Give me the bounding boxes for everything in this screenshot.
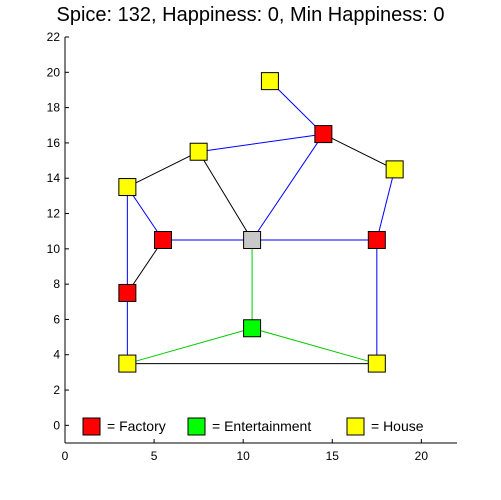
factory-node[interactable] xyxy=(367,231,386,249)
legend-label: = Factory xyxy=(107,418,166,434)
y-tick-label: 0 xyxy=(53,418,60,432)
house-node[interactable] xyxy=(118,354,137,373)
y-tick-label: 18 xyxy=(47,101,61,115)
legend: = Factory = Entertainment = House xyxy=(82,417,424,436)
game-status-title: Spice: 132, Happiness: 0, Min Happiness:… xyxy=(56,4,445,26)
factory-node[interactable] xyxy=(154,231,172,249)
entertainment-node[interactable] xyxy=(243,319,262,338)
road-edge xyxy=(198,151,253,241)
legend-swatch xyxy=(82,417,101,436)
house-node[interactable] xyxy=(189,142,208,161)
y-tick-label: 6 xyxy=(53,312,60,326)
house-node[interactable] xyxy=(118,178,137,197)
house-node[interactable] xyxy=(385,160,404,179)
x-tick-label: 10 xyxy=(237,449,251,463)
hub-node[interactable] xyxy=(243,231,262,249)
y-tick-label: 4 xyxy=(53,348,60,362)
road-edge xyxy=(376,169,396,241)
house-node[interactable] xyxy=(260,72,279,91)
road-edge xyxy=(198,133,324,153)
y-tick-label: 16 xyxy=(47,136,61,150)
legend-label: = Entertainment xyxy=(212,418,311,434)
y-tick-label: 8 xyxy=(53,277,60,291)
road-edge xyxy=(127,327,253,365)
road-edge xyxy=(127,151,199,188)
y-tick-label: 12 xyxy=(47,207,61,221)
nodes-layer xyxy=(118,72,404,373)
y-tick-label: 20 xyxy=(47,65,61,79)
y-tick-label: 10 xyxy=(47,242,61,256)
x-tick-label: 20 xyxy=(415,449,429,463)
factory-node[interactable] xyxy=(314,125,333,144)
legend-label: = House xyxy=(371,418,424,434)
road-edge xyxy=(251,133,324,241)
road-edge xyxy=(323,133,395,170)
y-tick-label: 22 xyxy=(47,30,61,44)
factory-node[interactable] xyxy=(118,283,137,302)
y-tick-label: 2 xyxy=(53,383,60,397)
house-node[interactable] xyxy=(367,354,386,373)
road-edge xyxy=(251,327,377,365)
x-tick-label: 5 xyxy=(151,449,158,463)
axes-layer: 0 5 10 15 20 0 2 4 6 8 10 12 14 16 18 20 22 xyxy=(47,30,457,463)
legend-swatch xyxy=(346,417,365,436)
x-tick-label: 15 xyxy=(326,449,340,463)
x-tick-label: 0 xyxy=(62,449,69,463)
legend-swatch xyxy=(187,417,206,436)
y-tick-label: 14 xyxy=(47,171,61,185)
